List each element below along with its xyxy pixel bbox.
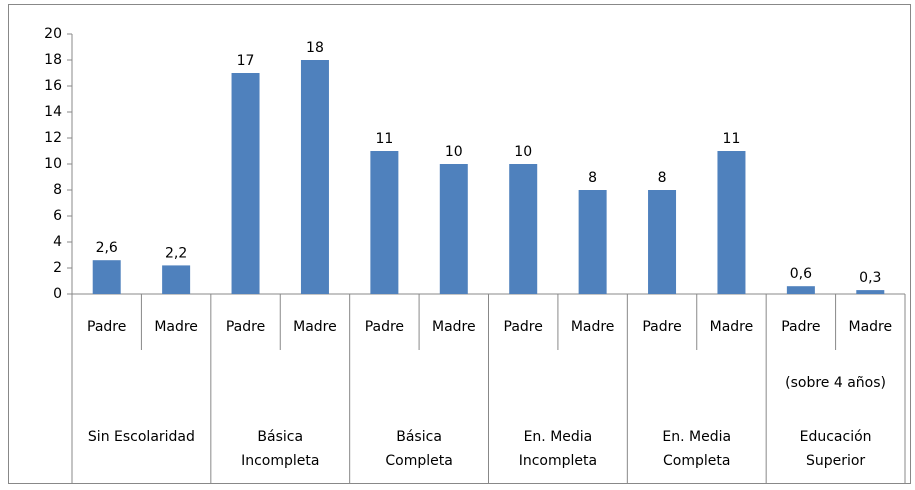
bar [856,290,885,294]
y-tick-label: 20 [44,26,62,42]
y-tick-label: 10 [44,156,62,172]
bar [300,60,329,294]
y-tick-label: 14 [44,104,62,120]
x-tick-label: Padre [365,319,404,335]
y-tick-label: 0 [53,286,62,302]
x-tick-label: Madre [432,319,476,335]
x-tick-label: Padre [642,319,681,335]
x-tick-label: Padre [781,319,820,335]
y-tick-label: 6 [53,208,62,224]
x-tick-label: Padre [87,319,126,335]
bar [578,190,607,294]
group-label: Educación [800,429,872,445]
bar [231,73,260,294]
bar [509,164,538,294]
data-label: 2,6 [96,240,118,256]
x-tick-label: Madre [710,319,754,335]
group-label: En. Media [524,429,593,445]
group-label: Completa [385,453,452,469]
bar [786,286,815,294]
x-tick-label: Padre [504,319,543,335]
bar [370,151,399,294]
group-label: Sin Escolaridad [88,429,195,445]
data-label: 17 [237,53,255,69]
data-label: 2,2 [165,245,187,261]
x-tick-label: Padre [226,319,265,335]
group-label: Básica [257,429,303,445]
data-label: 11 [723,131,741,147]
group-label: Incompleta [519,453,597,469]
data-label: 0,6 [790,266,812,282]
group-label: Superior [806,453,865,469]
data-label: 10 [445,144,463,160]
y-tick-label: 18 [44,52,62,68]
y-tick-label: 8 [53,182,62,198]
group-label: En. Media [662,429,731,445]
x-tick-label: Madre [154,319,198,335]
group-label: Básica [396,429,442,445]
x-tick-label: Madre [293,319,337,335]
data-label: 0,3 [859,270,881,286]
x-tick-label: Madre [571,319,615,335]
x-tick-label: Madre [848,319,892,335]
group-label: Completa [663,453,730,469]
bar [162,265,191,294]
y-tick-label: 16 [44,78,62,94]
data-label: 18 [306,40,324,56]
group-label: Incompleta [241,453,319,469]
bar [717,151,746,294]
bar [439,164,468,294]
y-tick-label: 2 [53,260,62,276]
bar [92,260,121,294]
group-note: (sobre 4 años) [785,375,886,391]
data-label: 8 [588,170,597,186]
data-label: 10 [514,144,532,160]
y-tick-label: 12 [44,130,62,146]
data-label: 8 [658,170,667,186]
bar [648,190,677,294]
y-tick-label: 4 [53,234,62,250]
data-label: 11 [375,131,393,147]
